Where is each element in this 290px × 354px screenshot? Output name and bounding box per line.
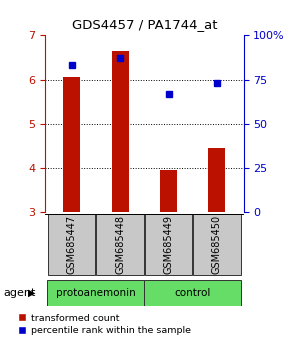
Text: ▶: ▶ [28,288,35,298]
Text: agent: agent [3,288,35,298]
Bar [112,51,128,212]
FancyBboxPatch shape [193,214,241,275]
Text: control: control [175,288,211,298]
Text: protoanemonin: protoanemonin [56,288,136,298]
Title: GDS4457 / PA1744_at: GDS4457 / PA1744_at [72,18,217,32]
Legend: transformed count, percentile rank within the sample: transformed count, percentile rank withi… [14,310,194,339]
Bar [209,148,225,212]
Text: GSM685448: GSM685448 [115,215,125,274]
FancyBboxPatch shape [47,280,144,306]
Text: GSM685450: GSM685450 [212,215,222,274]
FancyBboxPatch shape [144,280,241,306]
FancyBboxPatch shape [144,214,192,275]
Bar [160,170,177,212]
FancyBboxPatch shape [96,214,144,275]
Text: GSM685447: GSM685447 [67,215,77,274]
Text: GSM685449: GSM685449 [164,215,173,274]
Bar [63,78,80,212]
FancyBboxPatch shape [48,214,95,275]
